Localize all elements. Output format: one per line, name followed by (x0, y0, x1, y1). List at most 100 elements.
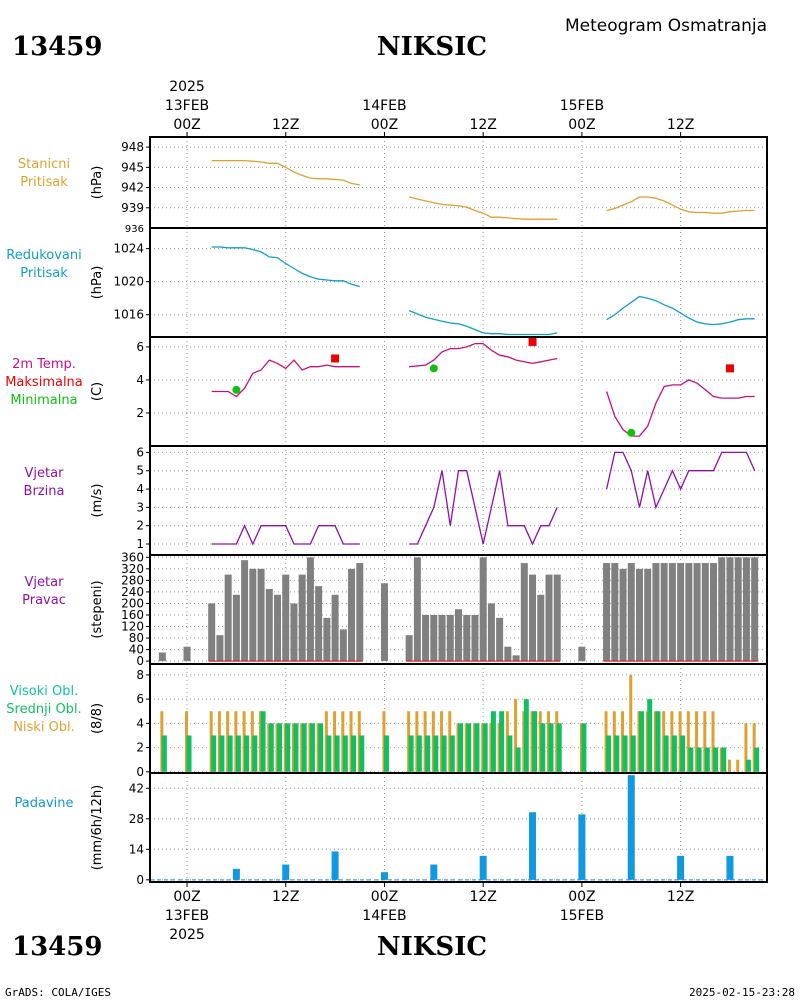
direction-bar (282, 574, 290, 662)
year-label-bottom: 2025 (169, 927, 205, 943)
y-tick-label: 4 (136, 373, 144, 387)
panel-label: Niski Obl. (13, 720, 75, 735)
min-marker (627, 428, 636, 437)
max-marker (725, 364, 734, 373)
panel-label: 2m Temp. (12, 357, 76, 372)
y-tick-label: 0 (136, 654, 144, 668)
cloud-bar (688, 747, 694, 772)
footer-right: 2025-02-15-23:28 (689, 986, 795, 999)
panel-label: Redukovani (6, 248, 81, 263)
cloud-bar (711, 711, 715, 772)
time-label-bottom: 00Z (568, 889, 595, 905)
cloud-bar (449, 735, 455, 772)
cloud-bar (703, 711, 707, 772)
panel-1-marks (150, 228, 767, 337)
cloud-bar (227, 735, 233, 772)
cloud-bar (736, 759, 740, 772)
cloud-bar (334, 735, 340, 772)
time-label-bottom: 12Z (469, 889, 496, 905)
cloud-bar (268, 723, 274, 772)
series-line (409, 470, 558, 546)
direction-bar (479, 557, 487, 662)
direction-bar (274, 594, 282, 662)
y-tick-label: 200 (121, 596, 144, 610)
direction-bar (405, 635, 413, 662)
cloud-bar (548, 723, 554, 772)
cloud-bar (309, 723, 315, 772)
direction-bar (504, 646, 512, 662)
direction-bar (652, 563, 660, 662)
direction-bar (315, 586, 323, 662)
y-tick-label: 3 (136, 500, 144, 514)
cloud-bar (686, 711, 690, 772)
y-tick-label: 942 (121, 181, 144, 195)
direction-bar (265, 589, 273, 662)
y-tick-label: 6 (136, 340, 144, 354)
direction-bar (471, 614, 479, 662)
panel-label: Minimalna (10, 393, 77, 408)
cloud-bar (499, 711, 505, 772)
y-axis-label: (stepeni) (90, 580, 105, 638)
direction-bar (446, 614, 454, 662)
time-label-bottom: 00Z (173, 889, 200, 905)
y-tick-label: 160 (121, 608, 144, 622)
series-line (408, 309, 558, 336)
y-tick-label: 2 (136, 519, 144, 533)
direction-bar (685, 563, 693, 662)
date-label-top: 15FEB (560, 98, 604, 114)
direction-bar (496, 617, 504, 662)
y-axis-label: (m/s) (90, 484, 105, 518)
y-tick-label: 1016 (113, 308, 144, 322)
cloud-bar (441, 735, 447, 772)
cloud-bar (342, 735, 348, 772)
time-label-bottom: 12Z (667, 889, 694, 905)
direction-bar (726, 557, 734, 662)
cloud-bar (293, 723, 299, 772)
y-tick-label: 1020 (113, 275, 144, 289)
precip-bar (677, 855, 685, 880)
panel-label: Visoki Obl. (10, 684, 78, 699)
direction-bar (751, 557, 759, 662)
series-line (211, 524, 360, 546)
precip-bar (282, 864, 290, 880)
y-tick-label: 2 (136, 406, 144, 420)
cloud-bar (383, 735, 389, 772)
cloud-bar (219, 735, 225, 772)
y-tick-label: 1 (136, 537, 144, 551)
panel-label: Maksimalna (5, 375, 83, 390)
direction-bar (710, 563, 718, 662)
product-title: Meteogram Osmatranja (565, 16, 767, 36)
direction-bar (348, 568, 356, 662)
panel-4-marks (150, 555, 767, 664)
cloud-bar (244, 735, 250, 772)
y-tick-label: 320 (121, 562, 144, 576)
cloud-bar (638, 711, 644, 772)
cloud-bar (458, 723, 463, 772)
time-label-top: 12Z (469, 117, 496, 133)
precip-bar (232, 868, 240, 880)
station-name-bottom: NIKSIC (377, 932, 487, 962)
cloud-bar (704, 747, 710, 772)
precip-bar (529, 812, 537, 880)
cloud-bar (647, 699, 653, 772)
direction-bar (644, 568, 652, 662)
min-marker (429, 364, 438, 373)
direction-bar (611, 563, 619, 662)
cloud-bar (260, 711, 266, 772)
cloud-bar (614, 735, 620, 772)
y-tick-label: 14 (129, 842, 144, 856)
direction-bar (290, 603, 298, 662)
direction-bar (208, 603, 216, 662)
direction-bar (422, 614, 430, 662)
cloud-bar (655, 711, 661, 772)
cloud-bar (745, 759, 751, 772)
cloud-bar (351, 735, 357, 772)
direction-bar (298, 574, 306, 662)
cloud-bar (721, 747, 727, 772)
direction-bar (463, 614, 471, 662)
cloud-bar (466, 723, 472, 772)
year-label-top: 2025 (169, 79, 205, 95)
direction-bar (529, 574, 537, 662)
direction-bar (216, 635, 224, 662)
